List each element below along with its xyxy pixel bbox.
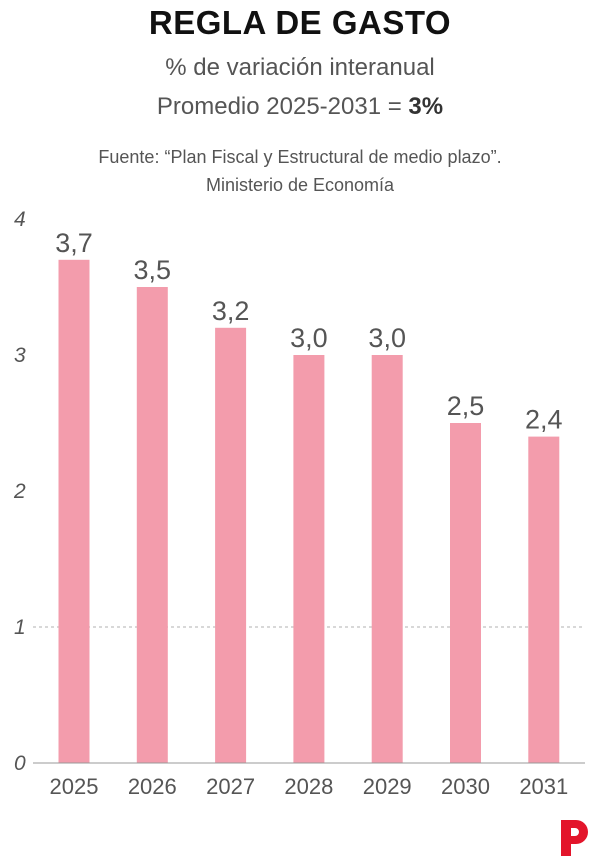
bar <box>58 259 90 763</box>
y-tick-label: 4 <box>14 208 26 231</box>
y-tick-label: 0 <box>14 752 26 775</box>
source-note: Fuente: “Plan Fiscal y Estructural de me… <box>0 143 600 199</box>
p-logo-icon <box>561 820 588 856</box>
y-tick-label: 3 <box>14 344 26 367</box>
chart-title: REGLA DE GASTO <box>148 4 452 41</box>
y-tick-label: 2 <box>13 480 26 503</box>
data-label: 3,2 <box>212 296 250 326</box>
bar <box>371 355 403 763</box>
average-line: Promedio 2025-2031 = 3% <box>0 93 600 121</box>
x-tick-label: 2030 <box>441 774 490 799</box>
data-label: 3,0 <box>368 323 406 353</box>
bar <box>528 436 560 763</box>
data-label: 3,5 <box>134 255 172 285</box>
x-tick-label: 2029 <box>363 774 412 799</box>
average-prefix: Promedio 2025-2031 = <box>156 93 409 120</box>
x-tick-label: 2025 <box>50 774 99 799</box>
data-label: 2,5 <box>447 391 485 421</box>
bar <box>450 423 481 763</box>
data-label: 3,0 <box>290 323 328 353</box>
source-line-2: Ministerio de Economía <box>205 175 395 195</box>
bar <box>293 355 325 763</box>
bar <box>215 327 247 763</box>
chart-subtitle: % de variación interanual <box>165 54 435 81</box>
bar <box>136 287 168 763</box>
average-value: 3% <box>408 93 444 120</box>
data-label: 3,7 <box>55 228 93 258</box>
x-tick-label: 2026 <box>128 774 177 799</box>
x-tick-label: 2031 <box>519 774 568 799</box>
y-tick-label: 1 <box>14 616 26 639</box>
x-tick-label: 2027 <box>206 774 255 799</box>
source-line-1: Fuente: “Plan Fiscal y Estructural de me… <box>98 147 502 167</box>
data-label: 2,4 <box>525 405 563 435</box>
x-tick-label: 2028 <box>284 774 333 799</box>
